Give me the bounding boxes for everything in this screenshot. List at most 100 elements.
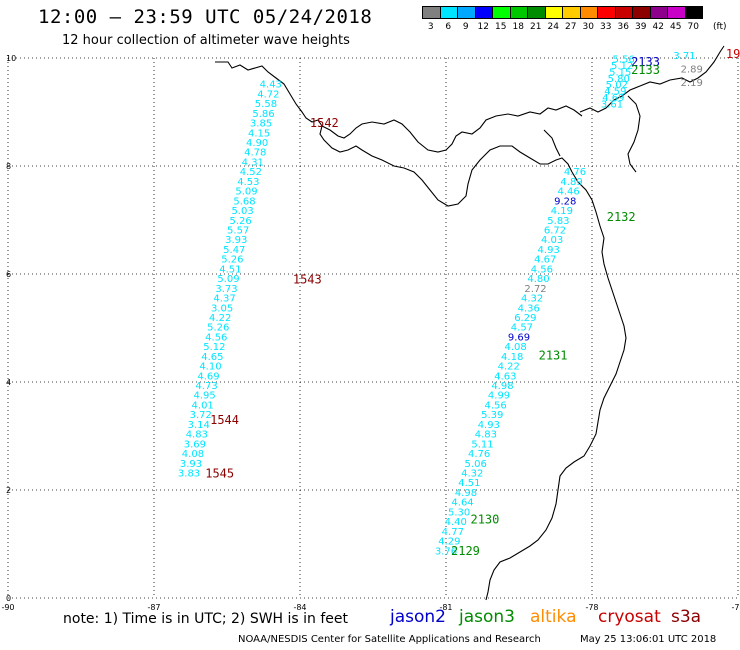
wave-height-value: 5.57: [227, 226, 249, 237]
legend-entry: 70: [684, 6, 703, 32]
wave-height-value: 9.69: [508, 332, 530, 343]
legend-swatch: [614, 6, 633, 19]
wave-height-value: 5.26: [207, 323, 229, 334]
wave-height-value: 3.61: [601, 100, 623, 111]
wave-height-value: 5.56: [613, 54, 635, 65]
wave-height-value: 4.80: [527, 274, 549, 285]
wave-height-value: 4.65: [201, 352, 223, 363]
legend-label: 27: [565, 22, 577, 32]
wave-height-value: 4.83: [475, 430, 497, 441]
wave-height-value: 5.68: [233, 196, 255, 207]
wave-height-value: 4.63: [494, 371, 516, 382]
wave-height-value: 4.98: [491, 381, 513, 392]
legend-swatch: [544, 6, 563, 19]
satellite-cryosat: cryosat: [598, 607, 661, 627]
pass-time-label: 19: [726, 47, 740, 61]
legend-swatch: [474, 6, 493, 19]
wave-height-value: 4.03: [541, 235, 563, 246]
wave-height-value: 4.01: [192, 400, 214, 411]
satellite-s3a: s3a: [671, 607, 702, 627]
wave-height-value: 4.08: [182, 449, 204, 460]
color-legend: 3 6 9 12 15 18 21 24 27 30 33 36 39 42 45 70: [422, 6, 703, 32]
legend-label: 21: [530, 22, 542, 32]
wave-height-value: 2.89: [681, 65, 703, 76]
wave-height-value: 4.69: [197, 371, 219, 382]
wave-height-value: 4.56: [531, 264, 553, 275]
legend-entry: 33: [597, 6, 616, 32]
legend-label: 24: [547, 22, 559, 32]
wave-height-value: 3.83: [178, 469, 200, 480]
credit-line: NOAA/NESDIS Center for Satellite Applica…: [238, 634, 541, 645]
legend-entry: 3: [422, 6, 441, 32]
wave-height-value: 4.22: [209, 313, 231, 324]
legend-entry: 45: [667, 6, 686, 32]
legend-label: 70: [687, 22, 699, 32]
y-tick-label: 0: [6, 594, 11, 603]
wave-height-value: 3.05: [211, 303, 233, 314]
legend-swatch: [527, 6, 546, 19]
x-tick-label: -87: [147, 603, 160, 612]
pass-time-label: 2133: [631, 55, 660, 69]
map-grid: [7, 57, 739, 599]
wave-height-tracks: 4.434.725.585.863.854.154.904.784.314.52…: [178, 47, 740, 558]
y-tick-label: 8: [6, 162, 11, 171]
legend-entry: 27: [562, 6, 581, 32]
wave-height-value: 6.29: [514, 313, 536, 324]
wave-height-value: 5.02: [606, 80, 628, 91]
wave-height-value: 4.59: [604, 87, 626, 98]
legend-label: 45: [670, 22, 682, 32]
pass-time-label: 2132: [607, 210, 636, 224]
wave-height-value: 4.51: [458, 478, 480, 489]
wave-height-value: 4.51: [219, 264, 241, 275]
legend-entry: 39: [632, 6, 651, 32]
pass-time-label: 2133: [631, 63, 660, 77]
wave-height-value: 5.09: [235, 187, 257, 198]
legend-unit: (ft): [713, 22, 727, 32]
legend-entry: 15: [492, 6, 511, 32]
pass-time-label: 2129: [451, 544, 480, 558]
legend-entry: 6: [439, 6, 458, 32]
wave-height-value: 3.73: [215, 284, 237, 295]
wave-height-value: 4.37: [213, 294, 235, 305]
wave-height-value: 5.58: [255, 99, 277, 110]
footnote: note: 1) Time is in UTC; 2) SWH is in fe…: [63, 611, 349, 627]
wave-height-value: 5.12: [611, 61, 633, 72]
wave-height-value: 4.32: [521, 294, 543, 305]
pass-time-label: 2130: [470, 512, 499, 526]
wave-height-value: 2.72: [524, 284, 546, 295]
wave-height-value: 4.83: [186, 430, 208, 441]
legend-entry: 36: [614, 6, 633, 32]
wave-height-value: 5.26: [229, 216, 251, 227]
wave-height-value: 4.15: [248, 128, 270, 139]
legend-swatch: [632, 6, 651, 19]
legend-entry: 9: [457, 6, 476, 32]
wave-height-value: 5.12: [203, 342, 225, 353]
legend-label: 18: [512, 22, 524, 32]
wave-height-value: 3.69: [184, 439, 206, 450]
wave-height-value: 5.30: [448, 507, 470, 518]
wave-height-value: 5.83: [547, 216, 569, 227]
legend-entry: 30: [579, 6, 598, 32]
wave-height-value: 5.06: [465, 459, 487, 470]
wave-height-value: 4.76: [564, 167, 586, 178]
satellite-jason2: jason2: [390, 607, 446, 627]
wave-height-value: 4.22: [498, 362, 520, 373]
x-tick-label: -84: [293, 603, 306, 612]
axis-labels: -90 -87 -84 -81 -78 -75 0 2 4 6 8 10: [1, 54, 740, 612]
wave-height-value: 4.52: [240, 167, 262, 178]
wave-height-value: 4.57: [511, 323, 533, 334]
legend-swatch: [492, 6, 511, 19]
wave-height-value: 4.31: [242, 157, 264, 168]
legend-entry: 18: [509, 6, 528, 32]
legend-label: 42: [652, 22, 664, 32]
legend-entry: 42: [649, 6, 668, 32]
wave-height-value: 5.47: [223, 245, 245, 256]
pass-time-label: 1543: [293, 273, 322, 287]
wave-height-value: 4.46: [558, 187, 580, 198]
wave-height-value: 4.19: [551, 206, 573, 217]
legend-label: 9: [462, 22, 469, 32]
wave-height-value: 4.53: [237, 177, 259, 188]
pass-time-label: 1544: [210, 413, 239, 427]
legend-swatch: [422, 6, 441, 19]
map-subtitle: 12 hour collection of altimeter wave hei…: [62, 33, 350, 48]
